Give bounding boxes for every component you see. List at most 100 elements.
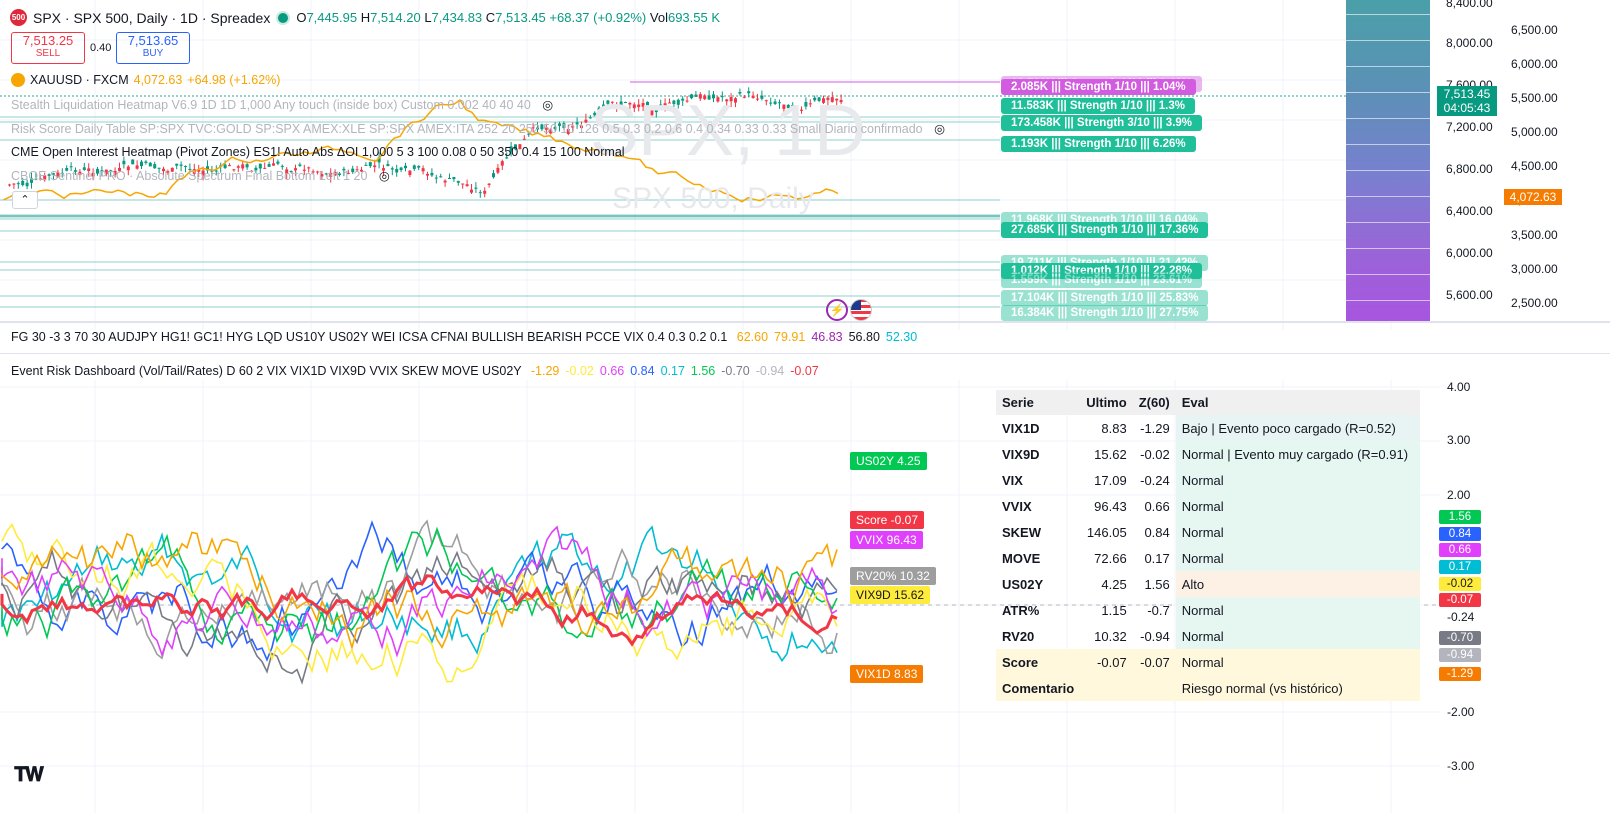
legend-value: 1.56: [690, 364, 716, 378]
lower-scale-tag: 0.66: [1439, 543, 1481, 557]
spectrum-divider: [1346, 40, 1430, 41]
ultimo-cell: 1.15: [1101, 602, 1127, 618]
lower-scale-tag: -0.94: [1439, 648, 1481, 662]
table-row: VVIX 96.43 0.66 Normal: [996, 493, 1420, 519]
risk-table: Serie Ultimo Z(60) Eval VIX1D 8.83 -1.29 Ba…: [996, 390, 1420, 701]
price-axis-label: 8,000.00: [1446, 36, 1493, 50]
empty-cell: [1132, 675, 1176, 701]
compare-change: +64.98 (+1.62%): [187, 73, 281, 87]
comment-text: Riesgo normal (vs histórico): [1175, 675, 1420, 701]
table-row: ATR% 1.15 -0.7 Normal: [996, 597, 1420, 623]
serie-cell: MOVE: [1002, 550, 1041, 566]
eval-cell: Normal: [1175, 467, 1420, 493]
series-value-tag: US02Y 4.25: [850, 452, 927, 470]
table-row: VIX9D 15.62 -0.02 Normal | Evento muy carga…: [996, 441, 1420, 467]
spectrum-divider: [1346, 274, 1430, 275]
price-axis-label: 7,200.00: [1446, 120, 1493, 134]
symbol-title[interactable]: SPX · SPX 500, Daily · 1D · Spreadex: [33, 9, 271, 26]
eval-cell: Bajo | Evento poco cargado (R=0.52): [1175, 415, 1420, 441]
table-row: SKEW 146.05 0.84 Normal: [996, 519, 1420, 545]
series-value-tag: VIX1D 8.83: [850, 665, 924, 683]
ultimo-cell: -0.07: [1080, 649, 1133, 675]
last-price-tag: 7,513.45 04:05:43: [1437, 86, 1497, 116]
eye-off-icon[interactable]: ◎: [542, 98, 554, 112]
pane-separator[interactable]: [0, 321, 1610, 323]
legend-value: 79.91: [774, 330, 806, 344]
serie-cell: VVIX: [1002, 498, 1032, 514]
serie-cell: Score: [996, 649, 1081, 675]
legend-value: 46.83: [811, 330, 843, 344]
table-row: MOVE 72.66 0.17 Normal: [996, 545, 1420, 571]
eval-cell: Normal: [1175, 597, 1420, 623]
col-header-ultimo: Ultimo: [1080, 390, 1133, 415]
z-cell: 0.17: [1144, 550, 1170, 566]
zscore-series-line: [1, 525, 838, 658]
lower-scale-tag: 1.56: [1439, 510, 1481, 524]
price-axis-label: 6,000.00: [1446, 246, 1493, 260]
eval-cell: Alto: [1175, 571, 1420, 597]
compare-axis-label: 3,500.00: [1511, 228, 1558, 242]
series-value-tag: RV20% 10.32: [850, 567, 936, 585]
buy-button[interactable]: 7,513.65 BUY: [116, 32, 190, 64]
eval-cell: Normal | Evento muy cargado (R=0.91): [1175, 441, 1420, 467]
spectrum-heat-column: [1346, 0, 1430, 322]
collapse-up-icon[interactable]: ⌃: [12, 191, 38, 209]
zscore-series-line: [0, 574, 838, 647]
table-row: US02Y 4.25 1.56 Alto: [996, 571, 1420, 597]
compare-symbol-legend[interactable]: XAUUSD · FXCM 4,072.63 +64.98 (+1.62%): [11, 73, 280, 87]
sell-button[interactable]: 7,513.25 SELL: [11, 32, 85, 64]
eye-off-icon[interactable]: ◎: [378, 169, 390, 183]
serie-cell: US02Y: [1002, 576, 1044, 592]
indicator-legend-risk-score[interactable]: Risk Score Daily Table SP:SPX TVC:GOLD S…: [11, 122, 946, 136]
market-status-icon[interactable]: [276, 10, 291, 25]
pane-separator-2[interactable]: [0, 353, 1610, 354]
bar-countdown: 04:05:43: [1443, 101, 1491, 115]
ultimo-cell: 8.83: [1101, 420, 1127, 436]
spectrum-divider: [1346, 222, 1430, 223]
oi-zone-label: 173.458K ||| Strength 3/10 ||| 3.9%: [1001, 115, 1203, 131]
watermark-symbol: SPX, 1D: [590, 91, 867, 171]
ultimo-cell: 146.05: [1086, 524, 1127, 540]
compare-name: XAUUSD · FXCM: [30, 73, 129, 87]
z-cell: -0.02: [1140, 446, 1170, 462]
indicator-legend-cme-oi[interactable]: CME Open Interest Heatmap (Pivot Zones) …: [11, 145, 625, 159]
oi-zone-label: 27.685K ||| Strength 1/10 ||| 17.36%: [1001, 222, 1209, 238]
serie-cell: SKEW: [1002, 524, 1041, 540]
tradingview-logo-icon[interactable]: 𝐓𝐖: [14, 764, 44, 786]
lower-scale-tag: 0.17: [1439, 560, 1481, 574]
zscore-series-line: [1, 531, 838, 651]
lower-axis-label: 4.00: [1447, 380, 1471, 394]
gold-compare-line: [3, 98, 839, 203]
zscore-series-line: [1, 525, 838, 663]
compare-axis-label: 4,500.00: [1511, 159, 1558, 173]
spectrum-divider: [1346, 170, 1430, 171]
spectrum-divider: [1346, 92, 1430, 93]
ultimo-cell: 17.09: [1094, 472, 1127, 488]
legend-value: -0.07: [790, 364, 819, 378]
series-value-tag: VVIX 96.43: [850, 531, 923, 549]
flash-icon[interactable]: ⚡: [826, 299, 848, 321]
lower-axis-label: 3.00: [1447, 433, 1471, 447]
spectrum-divider: [1346, 118, 1430, 119]
ultimo-cell: 72.66: [1094, 550, 1127, 566]
zscore-series-line: [1, 520, 838, 662]
spectrum-divider: [1346, 66, 1430, 67]
compare-axis-label: 5,500.00: [1511, 91, 1558, 105]
serie-cell: VIX9D: [1002, 446, 1040, 462]
eval-cell: Normal: [1175, 519, 1420, 545]
indicator-legend-stealth[interactable]: Stealth Liquidation Heatmap V6.9 1D 1D 1…: [11, 98, 554, 112]
lower-axis-label: -3.00: [1447, 759, 1475, 773]
z-cell: -0.07: [1132, 649, 1176, 675]
spread-value: 0.40: [90, 42, 112, 54]
z-cell: -0.24: [1140, 472, 1170, 488]
indicator-legend-cboe-sentinel[interactable]: CBOE Sentinel PRO · Absolute Spectrum Fi…: [11, 169, 390, 183]
us-flag-icon[interactable]: [850, 299, 872, 321]
oi-zone-label: 16.384K ||| Strength 1/10 ||| 27.75%: [1001, 305, 1209, 321]
table-row: Score -0.07 -0.07 Normal: [996, 649, 1420, 675]
fg-indicator-legend[interactable]: FG 30 -3 3 70 30 AUDJPY HG1! GC1! HYG LQ…: [11, 330, 918, 344]
compare-value: 4,072.63: [133, 73, 183, 87]
eye-off-icon[interactable]: ◎: [934, 122, 946, 136]
erd-indicator-legend[interactable]: Event Risk Dashboard (Vol/Tail/Rates) D …: [11, 364, 819, 378]
gold-logo-icon: [11, 73, 25, 87]
serie-cell: ATR%: [1002, 602, 1040, 618]
